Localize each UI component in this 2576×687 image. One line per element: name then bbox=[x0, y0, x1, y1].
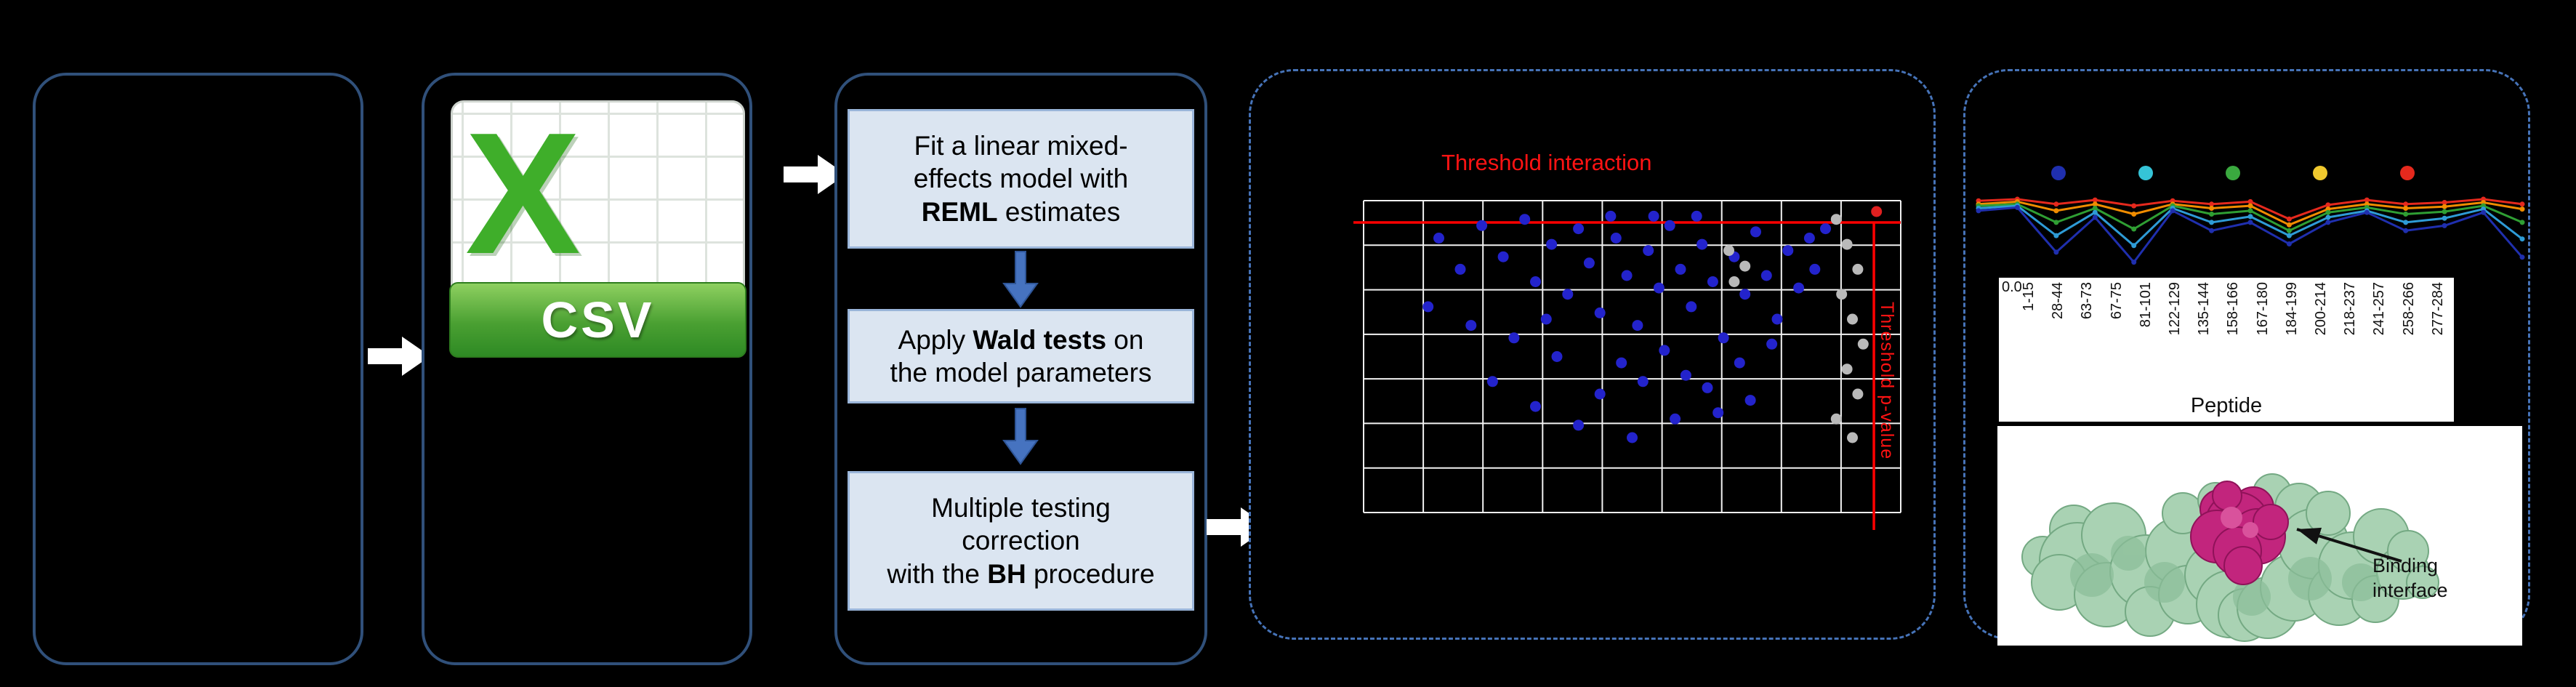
magenta-highlights bbox=[2221, 507, 2258, 538]
panel-hdx: 0.0 1-15 28-44 63-73 67-75 81-101 122-129 135-… bbox=[1963, 69, 2530, 646]
flow-arrow-2-icon bbox=[784, 155, 846, 194]
peptide-tick-label: 167-180 bbox=[2254, 282, 2271, 336]
down-arrow-1-icon bbox=[1002, 251, 1039, 308]
peptide-tick-label: 67-75 bbox=[2108, 282, 2125, 320]
panel-volcano: Threshold interaction Threshold p-value bbox=[1249, 69, 1936, 640]
pipeline-step-bh: Multiple testing correction with the BH … bbox=[848, 471, 1194, 611]
step-text-line: Fit a linear mixed- bbox=[914, 131, 1128, 161]
csv-banner: CSV bbox=[449, 282, 746, 358]
peptide-tick-label: 258-266 bbox=[2400, 282, 2417, 336]
state-legend-dot bbox=[2051, 166, 2066, 180]
panel-raw-data bbox=[33, 73, 363, 665]
peptide-tick-label: 218-237 bbox=[2342, 282, 2359, 336]
csv-banner-label: CSV bbox=[541, 292, 655, 348]
state-legend-dot bbox=[2138, 166, 2153, 180]
protein-structure-svg bbox=[2021, 473, 2439, 642]
uptake-legend bbox=[2051, 166, 2415, 180]
pipeline-step-wald: Apply Wald tests on the model parameters bbox=[848, 309, 1194, 403]
step-text-line: REML estimates bbox=[921, 196, 1121, 227]
peptide-tick-label: 63-73 bbox=[2079, 282, 2096, 320]
step-text-line: Multiple testing bbox=[931, 493, 1111, 523]
protein-surface-shading bbox=[2070, 536, 2380, 616]
csv-file-icon: X CSV bbox=[443, 100, 752, 368]
y-axis-tick: 0.0 bbox=[2002, 279, 2022, 295]
binding-interface-arrow bbox=[2296, 527, 2402, 563]
peptide-tick-label: 158-166 bbox=[2225, 282, 2242, 336]
peptide-tick-label: 81-101 bbox=[2137, 282, 2154, 328]
peptide-tick-label: 200-214 bbox=[2313, 282, 2330, 336]
peptide-labels: 1-15 28-44 63-73 67-75 81-101 122-129 135-144 1… bbox=[2021, 282, 2447, 391]
state-legend-dot bbox=[2400, 166, 2415, 180]
pipeline-step-reml: Fit a linear mixed- effects model with R… bbox=[848, 109, 1194, 249]
peptide-tick-label: 184-199 bbox=[2283, 282, 2300, 336]
binding-interface-magenta bbox=[2190, 481, 2289, 585]
state-legend-dot bbox=[2313, 166, 2327, 180]
csv-page-icon bbox=[451, 100, 745, 356]
peptide-tick-label: 241-257 bbox=[2371, 282, 2388, 336]
peptide-tick-label: 277-284 bbox=[2429, 282, 2446, 336]
excel-x-glyph: X bbox=[465, 97, 581, 290]
panel-pipeline: Fit a linear mixed- effects model with R… bbox=[834, 73, 1207, 665]
uptake-chart-svg bbox=[1976, 196, 2525, 265]
peptide-axis-box: 0.0 1-15 28-44 63-73 67-75 81-101 122-129 135-… bbox=[1999, 278, 2454, 422]
step-text-line: correction bbox=[962, 526, 1080, 556]
flow-arrow-1-icon bbox=[368, 337, 430, 376]
protein-image-box: Binding interface bbox=[1997, 426, 2522, 646]
peptide-tick-label: 1-15 bbox=[2021, 282, 2037, 312]
peptide-axis-title: Peptide bbox=[2190, 394, 2263, 417]
peptide-tick-label: 122-129 bbox=[2167, 282, 2183, 336]
step-text-line: effects model with bbox=[913, 164, 1129, 194]
step-text-line: with the BH procedure bbox=[887, 558, 1155, 589]
volcano-plot-svg bbox=[1353, 200, 1901, 530]
state-legend-dot bbox=[2226, 166, 2240, 180]
peptide-tick-label: 28-44 bbox=[2050, 282, 2066, 320]
step-text-line: Apply Wald tests on bbox=[898, 324, 1144, 355]
volcano-title: Threshold interaction bbox=[1441, 150, 1652, 175]
panel-csv: X CSV bbox=[422, 73, 752, 665]
down-arrow-2-icon bbox=[1002, 408, 1039, 465]
binding-interface-label: Binding interface bbox=[2372, 555, 2448, 601]
peptide-tick-label: 135-144 bbox=[2196, 282, 2213, 336]
volcano-threshold-pvalue-label: Threshold p-value bbox=[1877, 302, 1897, 460]
step-text-line: the model parameters bbox=[890, 358, 1152, 387]
